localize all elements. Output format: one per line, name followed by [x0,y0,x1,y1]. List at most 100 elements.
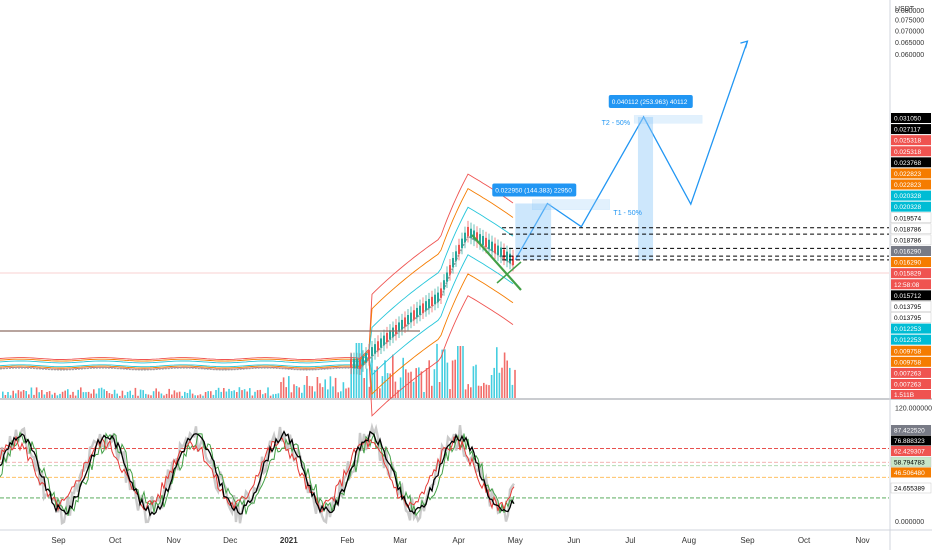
volume-bar [324,379,326,398]
volume-bar [363,378,365,398]
oscillator-black [0,430,515,517]
volume-bar [280,382,282,398]
time-tick: Nov [855,536,869,545]
price-badge-label: 0.013795 [894,315,921,322]
price-badge [891,334,931,345]
volume-bar [158,391,160,398]
volume-bar [56,395,59,398]
volume-bar [311,386,313,398]
volume-bar [368,386,371,398]
volume-bar [503,352,506,398]
volume-bar [129,390,131,398]
volume-bar [228,388,230,398]
volume-bars [2,343,516,398]
volume-bar [137,395,139,398]
candle-body [509,253,511,263]
time-tick: Dec [223,536,237,545]
volume-bar [285,387,287,398]
volume-bar [272,394,274,398]
candle-body [428,298,430,309]
price-badge-label: 0.027117 [894,127,921,134]
volume-bar [111,394,113,398]
candle-body [452,258,454,268]
candle-body [446,272,448,282]
candle-body [386,332,388,343]
volume-bar [168,388,170,398]
volume-bar [293,384,295,398]
volume-bar [402,357,404,398]
candle-body [512,255,514,266]
candle-body [374,344,376,354]
oscillator-green [0,431,515,517]
volume-bar [449,389,451,398]
volume-bar [438,382,441,398]
volume-bar [194,395,196,398]
volume-bar [181,395,183,398]
time-tick: Apr [452,536,465,545]
volume-bar [215,390,217,398]
oscillator-gray [0,422,515,526]
candle-body [353,358,355,368]
volume-bar [204,392,207,398]
oscillator-badge [891,435,931,446]
volume-bar [15,393,17,398]
candle-body [494,243,496,253]
price-badge-label: 0.025318 [894,138,921,145]
candle-body [371,347,373,357]
volume-bar [392,354,394,398]
volume-bar [150,395,152,398]
volume-bar [412,381,415,398]
candle-body [467,226,469,237]
volume-bar [160,393,163,398]
projection-arrowhead [740,40,749,49]
time-axis[interactable]: Sep Oct Nov Dec 2021 Feb Mar Apr May Jun Jul Aug Sep… [51,536,869,545]
candle-body [416,307,418,318]
volume-bar [4,395,7,398]
price-badge [891,290,931,301]
candle-body [455,251,457,261]
volume-bar [303,384,306,398]
price-badge-label: 0.020328 [894,204,921,211]
volume-bar [7,392,9,398]
volume-bar [345,388,347,398]
price-badge-label: 0.016290 [894,260,921,267]
volume-bar [220,391,222,398]
candle-body [437,292,439,302]
volume-bar [43,394,46,398]
lower-band-outer [0,295,514,417]
volume-bar [246,391,248,398]
volume-bar [511,384,514,398]
time-tick: Jun [567,536,580,545]
price-badge [890,223,932,235]
candle-body [473,230,475,240]
price-badge [891,190,931,201]
candle-body [443,280,445,290]
price-badge [891,257,931,268]
oscillator-badge-label: 62.429307 [894,449,925,456]
time-tick: Nov [167,536,181,545]
volume-bar [2,391,4,398]
volume-bar [67,389,69,398]
volume-bar [119,395,121,398]
volume-bar [178,391,181,398]
volume-bar [152,391,155,398]
volume-bar [459,346,462,398]
candle-body [461,238,463,248]
volume-bar [139,389,142,398]
candle-body [377,341,379,351]
volume-bar [25,391,27,398]
target-zone-1 [532,199,610,210]
volume-bar [514,369,516,398]
volume-bar [72,391,74,398]
candle-body [383,335,385,345]
volume-bar [197,395,199,398]
volume-bar [290,392,293,398]
oscillator-badge-label: 46.506480 [894,470,925,477]
candle-body [458,244,460,255]
volume-bar [184,391,186,398]
volume-bar [82,392,85,398]
price-badge [891,323,931,334]
volume-bar [254,391,256,398]
